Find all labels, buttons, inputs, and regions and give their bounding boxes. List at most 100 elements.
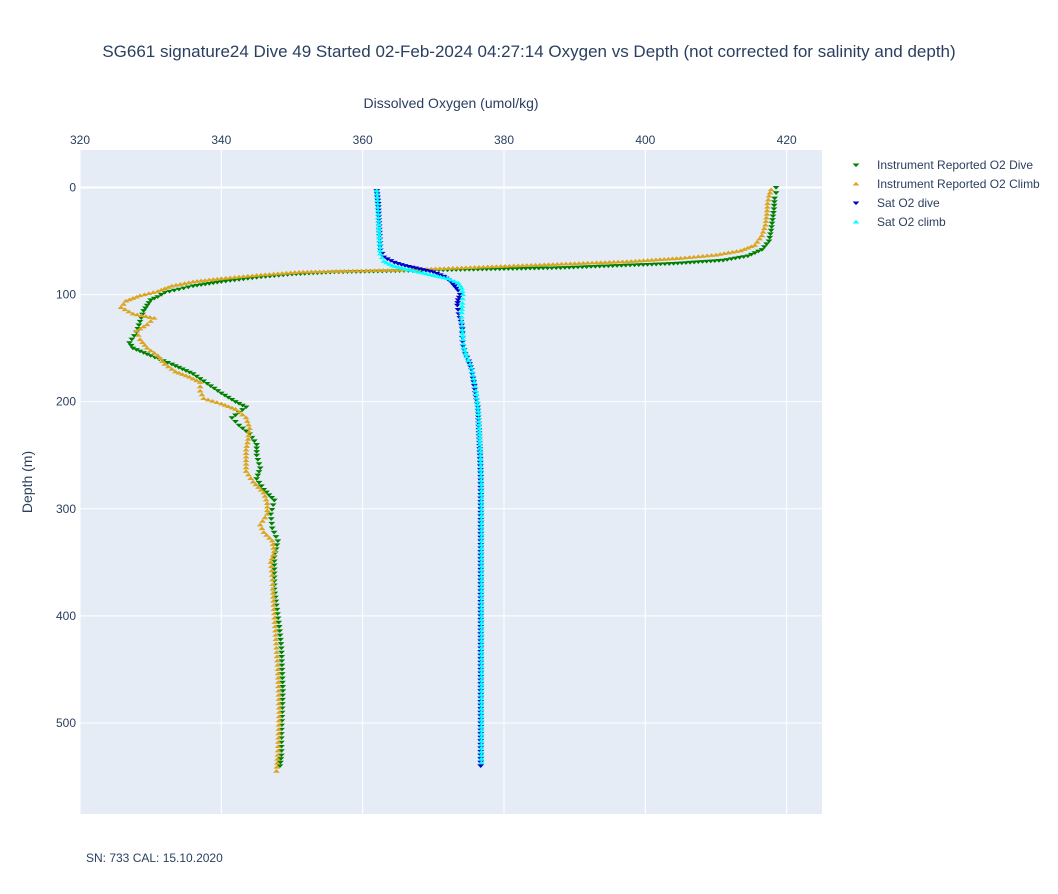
data-point — [373, 191, 381, 196]
data-point — [477, 749, 485, 754]
data-point — [462, 351, 470, 356]
data-point — [477, 499, 485, 504]
data-point — [509, 267, 517, 271]
data-point — [272, 633, 280, 637]
data-point — [376, 235, 383, 240]
data-point — [242, 462, 250, 466]
data-point — [242, 415, 250, 420]
data-point — [273, 654, 281, 659]
data-point — [477, 677, 485, 682]
data-point — [477, 560, 485, 564]
data-point — [196, 380, 204, 384]
data-point — [468, 369, 476, 374]
data-point — [473, 399, 481, 404]
plot-area[interactable] — [80, 150, 822, 814]
data-point — [371, 268, 379, 273]
data-point — [374, 208, 382, 213]
data-point — [384, 268, 392, 272]
data-point — [275, 697, 283, 701]
data-point — [380, 259, 388, 263]
y-axis-title: Depth (m) — [19, 451, 35, 513]
data-point — [477, 542, 485, 547]
data-point — [477, 606, 485, 611]
data-point — [375, 226, 383, 230]
y-axis-ticks: 0 100 200 300 400 500 — [56, 180, 76, 729]
data-point — [133, 328, 140, 333]
data-point — [378, 255, 386, 260]
data-point — [270, 545, 278, 550]
data-point — [375, 222, 383, 227]
data-point — [452, 286, 460, 291]
data-point — [455, 295, 463, 300]
data-point — [253, 446, 261, 451]
data-point — [150, 296, 158, 301]
data-point — [476, 442, 484, 447]
data-point — [275, 705, 283, 710]
data-point — [254, 473, 262, 478]
data-point — [261, 515, 269, 520]
data-point — [475, 412, 482, 417]
data-point — [477, 524, 485, 529]
legend[interactable]: Instrument Reported O2 Dive Instrument Re… — [852, 158, 1040, 229]
data-point — [268, 573, 276, 577]
data-point — [164, 285, 172, 289]
data-point — [277, 760, 284, 765]
data-point — [477, 692, 485, 696]
data-point — [134, 333, 142, 337]
data-point — [477, 663, 485, 668]
x-axis-ticks: 320 340 360 380 400 420 — [70, 133, 797, 147]
data-point — [277, 637, 284, 642]
data-point — [117, 305, 125, 309]
data-point — [278, 672, 286, 676]
legend-item[interactable]: Sat O2 dive — [852, 196, 940, 210]
data-point — [136, 326, 144, 331]
data-point — [477, 620, 485, 625]
data-point — [376, 242, 384, 246]
data-point — [271, 615, 278, 620]
data-point — [247, 476, 255, 480]
x-tick-label: 400 — [635, 133, 655, 147]
data-point — [130, 334, 138, 338]
legend-item[interactable]: Instrument Reported O2 Climb — [852, 177, 1040, 191]
data-point — [475, 422, 483, 427]
data-point — [557, 266, 564, 270]
legend-marker-icon — [852, 163, 860, 168]
data-point — [758, 248, 766, 252]
data-point — [458, 304, 466, 308]
data-point — [477, 467, 485, 472]
data-point — [376, 248, 384, 253]
data-point — [143, 352, 151, 357]
data-point — [477, 610, 485, 614]
data-point — [275, 722, 283, 727]
data-point — [763, 208, 771, 213]
x-tick-label: 420 — [777, 133, 797, 147]
data-point — [270, 549, 278, 554]
data-point — [272, 641, 280, 646]
data-point — [186, 370, 193, 375]
legend-item[interactable]: Sat O2 climb — [852, 215, 946, 229]
data-point — [459, 341, 467, 346]
x-tick-label: 340 — [211, 133, 231, 147]
data-point — [477, 549, 485, 554]
data-point — [189, 372, 197, 376]
data-point — [459, 337, 467, 342]
data-point — [454, 301, 462, 305]
data-point — [255, 470, 263, 474]
data-point — [477, 553, 485, 557]
data-point — [375, 232, 383, 237]
data-point — [762, 219, 770, 223]
data-point — [232, 419, 239, 424]
data-point — [476, 435, 484, 440]
data-point — [270, 611, 278, 616]
data-point — [477, 563, 485, 568]
data-point — [477, 510, 485, 514]
data-point — [473, 395, 481, 400]
data-point — [275, 620, 283, 625]
data-point — [242, 429, 250, 434]
data-point — [273, 760, 281, 765]
legend-item[interactable]: Instrument Reported O2 Dive — [852, 158, 1034, 172]
data-point — [463, 354, 470, 359]
data-point — [471, 384, 479, 389]
data-point — [225, 395, 232, 400]
data-point — [375, 229, 383, 233]
